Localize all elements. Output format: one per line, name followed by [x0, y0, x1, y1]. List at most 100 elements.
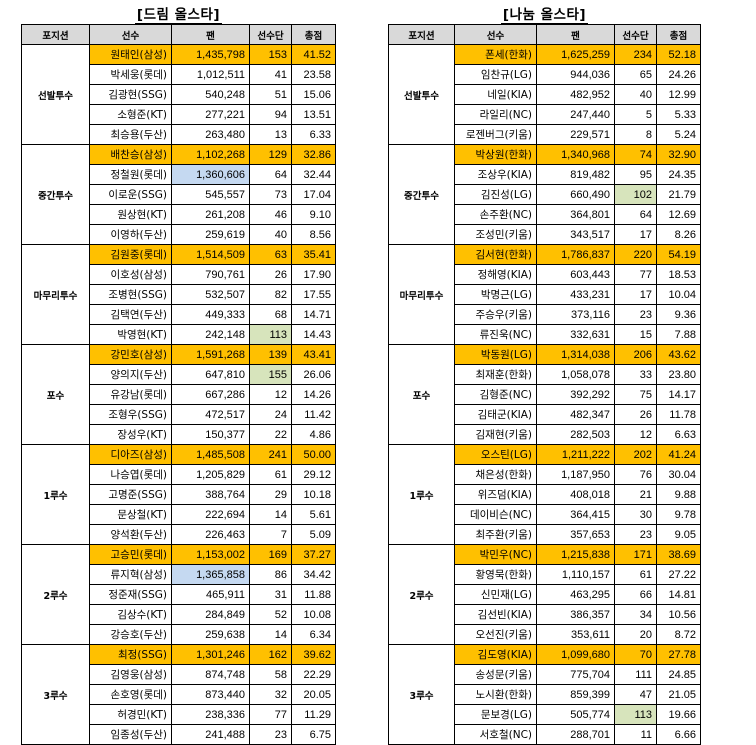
players-vote-cell: 77	[614, 264, 657, 285]
fan-vote-cell: 505,774	[536, 704, 615, 725]
player-name-cell: 조상우(KIA)	[454, 164, 537, 185]
fan-vote-cell: 775,704	[536, 664, 615, 685]
table-row: 문상철(KT) 222,694 14 5.61	[22, 504, 336, 525]
player-name-cell: 문보경(LG)	[454, 704, 537, 725]
nanum-allstar-table: 포지션 선수 팬 선수단 총점 선발투수 폰세(한화) 1,625,259 234 52…	[388, 24, 701, 745]
players-vote-cell: 73	[249, 184, 292, 205]
fan-vote-cell: 259,638	[171, 624, 250, 645]
fan-vote-cell: 332,631	[536, 324, 615, 345]
player-name-cell: 양의지(두산)	[89, 364, 172, 385]
player-name-cell: 채은성(한화)	[454, 464, 537, 485]
players-vote-cell: 77	[249, 704, 292, 725]
player-name-cell: 류지혁(삼성)	[89, 564, 172, 585]
player-name-cell: 김선빈(KIA)	[454, 604, 537, 625]
player-name-cell: 최승용(두산)	[89, 124, 172, 145]
player-name-cell: 강승호(두산)	[89, 624, 172, 645]
total-score-cell: 43.62	[656, 344, 701, 365]
player-name-cell: 임종성(두산)	[89, 724, 172, 745]
fan-vote-cell: 1,435,798	[171, 44, 250, 65]
total-score-cell: 14.43	[291, 324, 336, 345]
fan-vote-cell: 1,340,968	[536, 144, 615, 165]
position-cell: 2루수	[21, 544, 90, 645]
fan-vote-cell: 465,911	[171, 584, 250, 605]
players-vote-cell: 24	[249, 404, 292, 425]
player-name-cell: 조성민(키움)	[454, 224, 537, 245]
fan-vote-cell: 472,517	[171, 404, 250, 425]
total-score-cell: 10.18	[291, 484, 336, 505]
player-name-cell: 박영현(KT)	[89, 324, 172, 345]
total-score-cell: 24.26	[656, 64, 701, 85]
player-name-cell: 임찬규(LG)	[454, 64, 537, 85]
table-row: 마무리투수 김원중(롯데) 1,514,509 63 35.41	[21, 244, 336, 345]
total-score-cell: 26.06	[291, 364, 336, 385]
player-name-cell: 손호영(롯데)	[89, 684, 172, 705]
table-row: 3루수 최정(SSG) 1,301,246 162 39.62	[21, 644, 336, 745]
fan-vote-cell: 150,377	[171, 424, 250, 445]
players-vote-cell: 113	[614, 704, 657, 725]
player-name-cell: 김서현(한화)	[454, 244, 537, 265]
total-score-cell: 6.33	[291, 124, 336, 145]
player-name-cell: 박세웅(롯데)	[89, 64, 172, 85]
total-score-cell: 27.78	[656, 644, 701, 665]
fan-vote-cell: 357,653	[536, 524, 615, 545]
players-vote-cell: 63	[249, 244, 292, 265]
player-name-cell: 최정(SSG)	[89, 644, 172, 665]
fan-vote-cell: 1,012,511	[171, 64, 250, 85]
player-name-cell: 김상수(KT)	[89, 604, 172, 625]
fan-vote-cell: 603,443	[536, 264, 615, 285]
fan-vote-cell: 1,301,246	[171, 644, 250, 665]
players-vote-cell: 14	[249, 504, 292, 525]
fan-vote-cell: 229,571	[536, 124, 615, 145]
total-score-cell: 18.53	[656, 264, 701, 285]
player-name-cell: 위즈덤(KIA)	[454, 484, 537, 505]
total-score-cell: 10.56	[656, 604, 701, 625]
fan-vote-cell: 433,231	[536, 284, 615, 305]
players-vote-cell: 40	[614, 84, 657, 105]
table-row: 류지혁(삼성) 1,365,858 86 34.42	[22, 564, 336, 585]
position-cell: 중간투수	[388, 144, 455, 245]
player-name-cell: 박동원(LG)	[454, 344, 537, 365]
total-score-cell: 20.05	[291, 684, 336, 705]
table-row: 이호성(삼성) 790,761 26 17.90	[22, 264, 336, 285]
fan-vote-cell: 222,694	[171, 504, 250, 525]
players-vote-cell: 13	[249, 124, 292, 145]
fan-vote-cell: 660,490	[536, 184, 615, 205]
position-cell: 선발투수	[21, 44, 90, 145]
total-score-cell: 30.04	[656, 464, 701, 485]
table-row: 네일(KIA) 482,952 40 12.99	[389, 84, 701, 105]
position-cell: 마무리투수	[21, 244, 90, 345]
player-name-cell: 송성문(키움)	[454, 664, 537, 685]
total-score-cell: 11.88	[291, 584, 336, 605]
players-vote-cell: 12	[249, 384, 292, 405]
total-score-cell: 5.09	[291, 524, 336, 545]
fan-vote-cell: 790,761	[171, 264, 250, 285]
players-vote-cell: 51	[249, 84, 292, 105]
fan-vote-cell: 545,557	[171, 184, 250, 205]
fan-vote-cell: 247,440	[536, 104, 615, 125]
fan-vote-cell: 392,292	[536, 384, 615, 405]
total-score-cell: 32.90	[656, 144, 701, 165]
players-vote-cell: 20	[614, 624, 657, 645]
player-name-cell: 폰세(한화)	[454, 44, 537, 65]
total-score-cell: 21.05	[656, 684, 701, 705]
players-vote-cell: 111	[614, 664, 657, 685]
total-score-cell: 8.56	[291, 224, 336, 245]
fan-vote-cell: 1,215,838	[536, 544, 615, 565]
player-name-cell: 류진욱(NC)	[454, 324, 537, 345]
panel-title: [나눔 올스타]	[388, 6, 701, 24]
total-score-cell: 22.29	[291, 664, 336, 685]
total-score-cell: 23.80	[656, 364, 701, 385]
players-vote-cell: 30	[614, 504, 657, 525]
table-row: 황영묵(한화) 1,110,157 61 27.22	[389, 564, 701, 585]
fan-vote-cell: 408,018	[536, 484, 615, 505]
player-name-cell: 허경민(KT)	[89, 704, 172, 725]
fan-vote-cell: 1,102,268	[171, 144, 250, 165]
players-vote-cell: 129	[249, 144, 292, 165]
table-row: 데이비슨(NC) 364,415 30 9.78	[389, 504, 701, 525]
table-row: 장성우(KT) 150,377 22 4.86	[22, 424, 336, 445]
fan-vote-cell: 1,625,259	[536, 44, 615, 65]
fan-vote-cell: 226,463	[171, 524, 250, 545]
table-row: 정철원(롯데) 1,360,606 64 32.44	[22, 164, 336, 185]
player-name-cell: 박민우(NC)	[454, 544, 537, 565]
players-vote-cell: 15	[614, 324, 657, 345]
